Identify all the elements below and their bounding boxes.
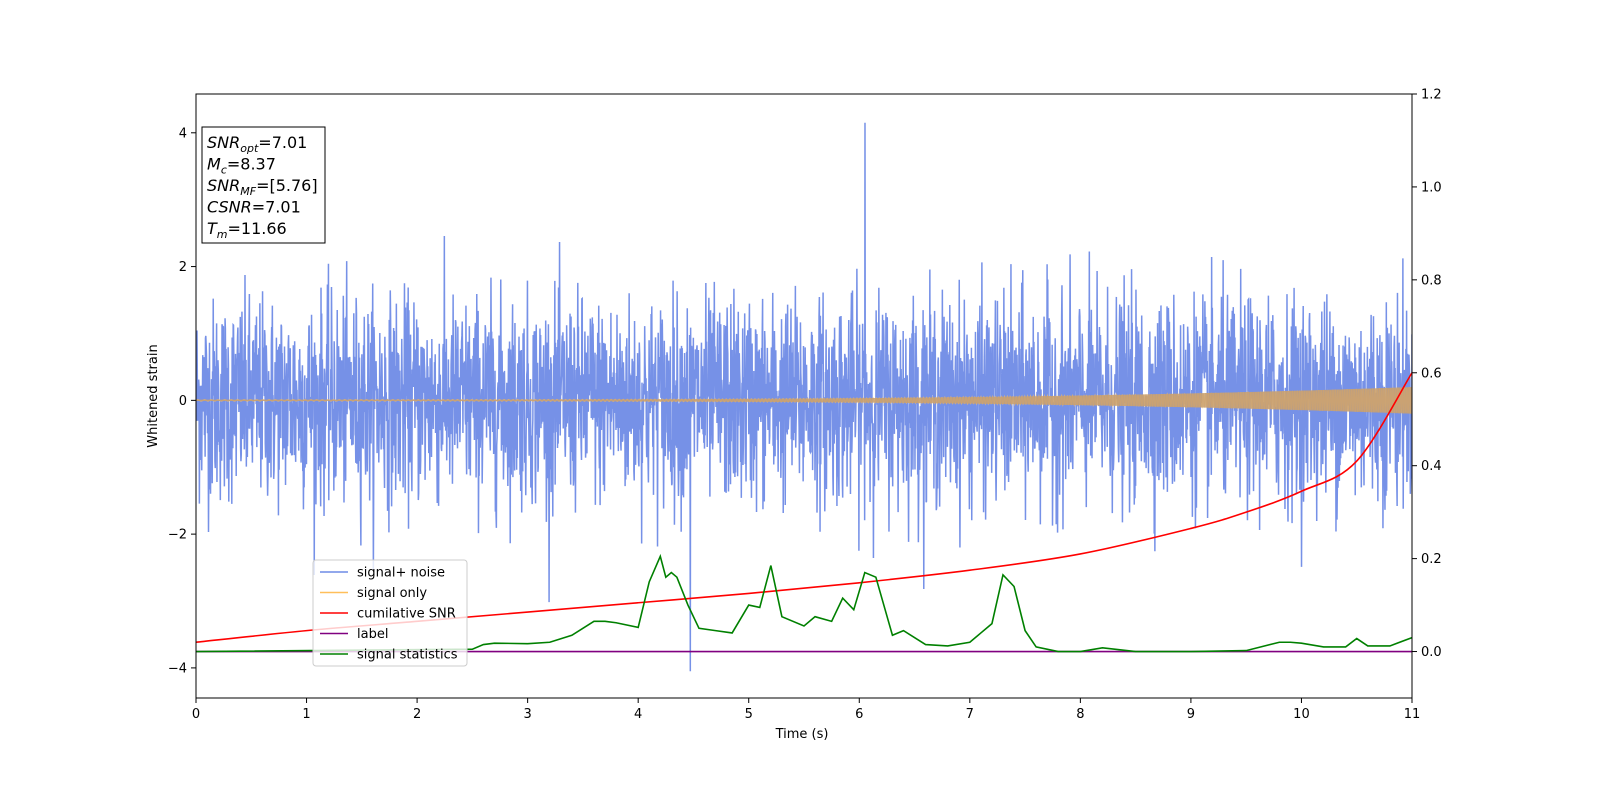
y-right-tick-label-1: 0.2 (1421, 552, 1442, 567)
y-right-tick-label-4: 0.8 (1421, 273, 1442, 288)
x-tick-label-4: 4 (634, 707, 642, 722)
y-axis-label: Whitened strain (146, 344, 161, 447)
y-right-tick-label-5: 1.0 (1421, 180, 1442, 195)
info-line-0: SNRopt=7.01 (207, 133, 307, 155)
x-tick-label-8: 8 (1076, 707, 1084, 722)
info-line-3: CSNR=7.01 (207, 198, 301, 217)
y-axis-left: −4 −2 0 2 4 (168, 126, 196, 676)
x-tick-label-10: 10 (1293, 707, 1310, 722)
plot-frame (195, 93, 1413, 699)
y-right-tick-label-3: 0.6 (1421, 366, 1442, 381)
y-left-tick-label-4: 4 (179, 126, 187, 141)
x-tick-label-1: 1 (302, 707, 310, 722)
y-right-tick-label-6: 1.2 (1421, 88, 1442, 103)
legend: signal+ noise signal only cumilative SNR la… (312, 559, 468, 667)
x-tick-label-3: 3 (523, 707, 531, 722)
legend-label-1: signal only (357, 586, 427, 601)
x-tick-label-6: 6 (855, 707, 863, 722)
y-left-tick-label-0: −4 (168, 661, 187, 676)
y-right-tick-label-2: 0.4 (1421, 459, 1442, 474)
info-line-4: Tm=11.66 (207, 219, 287, 241)
x-tick-label-2: 2 (413, 707, 421, 722)
x-tick-label-5: 5 (745, 707, 753, 722)
series-signal-noise (196, 122, 1412, 672)
info-line-1: Mc=8.37 (207, 155, 276, 177)
legend-label-2: cumilative SNR (357, 607, 456, 622)
x-tick-label-9: 9 (1187, 707, 1195, 722)
x-axis-label: Time (s) (775, 727, 829, 742)
x-tick-label-0: 0 (192, 707, 200, 722)
x-tick-label-11: 11 (1404, 707, 1421, 722)
y-left-tick-label-1: −2 (168, 528, 187, 543)
y-right-tick-label-0: 0.0 (1421, 645, 1442, 660)
y-axis-right: 0.0 0.2 0.4 0.6 0.8 1.0 1.2 (1412, 88, 1442, 660)
legend-label-3: label (357, 627, 388, 642)
x-tick-label-7: 7 (966, 707, 974, 722)
series-signal-statistics (196, 553, 1412, 653)
x-axis: 0 1 2 3 4 5 6 7 8 9 10 11 (192, 698, 1420, 722)
y-left-tick-label-2: 0 (179, 394, 187, 409)
y-left-tick-label-3: 2 (179, 260, 187, 275)
info-line-2: SNRMF=[5.76] (207, 176, 318, 198)
series-signal-only-envelope (196, 386, 1412, 414)
legend-label-0: signal+ noise (357, 566, 445, 581)
legend-label-4: signal statistics (357, 648, 458, 663)
